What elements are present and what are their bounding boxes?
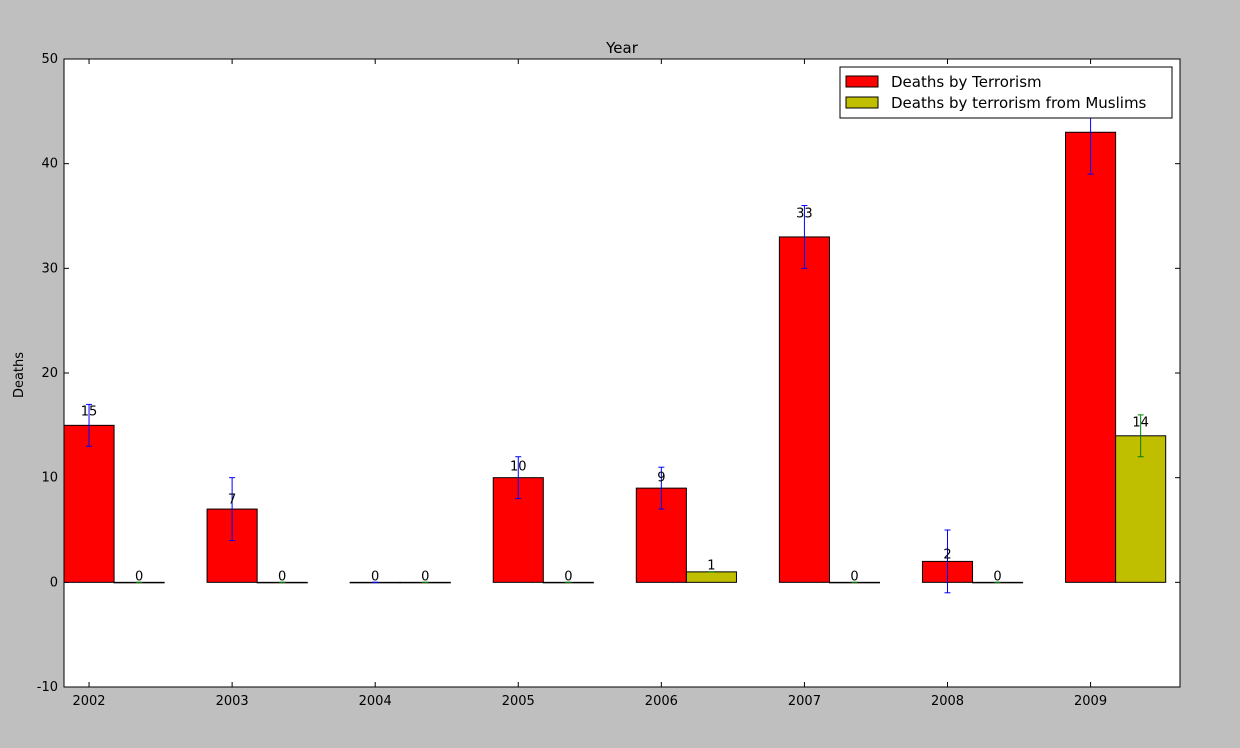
y-tick-label: 10 [41,471,58,486]
y-tick-label: 0 [50,575,58,590]
chart-title: Year [605,39,639,57]
data-label: 10 [510,459,527,474]
x-tick-label: 2006 [645,694,678,709]
legend-box [839,66,1173,119]
bar-terrorism [63,424,115,583]
y-tick-label: 30 [41,261,58,276]
data-label: 2 [943,547,951,562]
x-tick-label: 2003 [216,694,249,709]
x-tick-label: 2005 [502,694,535,709]
data-label: 0 [421,569,429,584]
legend-swatch-terrorism [845,75,879,88]
data-label: 15 [81,404,98,419]
plot-area [64,59,1180,687]
plot-frame [63,58,1181,688]
bar-terrorism [1065,131,1117,583]
legend-label-muslims: Deaths by terrorism from Muslims [891,94,1147,112]
data-label: 1 [707,558,715,573]
data-label: 0 [850,569,858,584]
data-label: 0 [371,569,379,584]
x-tick-label: 2007 [788,694,821,709]
bar-muslims [1115,435,1167,583]
y-tick-label: 20 [41,366,58,381]
y-tick-label: 40 [41,157,58,172]
y-axis-label: Deaths [12,352,27,398]
data-label: 14 [1132,415,1149,430]
legend-label-terrorism: Deaths by Terrorism [891,73,1042,91]
data-label: 0 [993,569,1001,584]
x-tick-label: 2008 [931,694,964,709]
legend: Deaths by Terrorism Deaths by terrorism f… [839,66,1173,119]
x-tick-label: 2004 [359,694,392,709]
x-tick-label: 2002 [72,694,105,709]
y-tick-label: 50 [41,52,58,67]
data-label: 7 [228,492,236,507]
data-label: 0 [278,569,286,584]
data-label: 9 [657,470,665,485]
legend-swatch-muslims [845,96,879,109]
bar-terrorism [778,236,830,583]
data-label: 0 [135,569,143,584]
bar-muslims [685,571,737,583]
data-label: 0 [564,569,572,584]
x-tick-label: 2009 [1074,694,1107,709]
data-label: 33 [796,207,813,222]
y-tick-label: -10 [37,680,58,695]
